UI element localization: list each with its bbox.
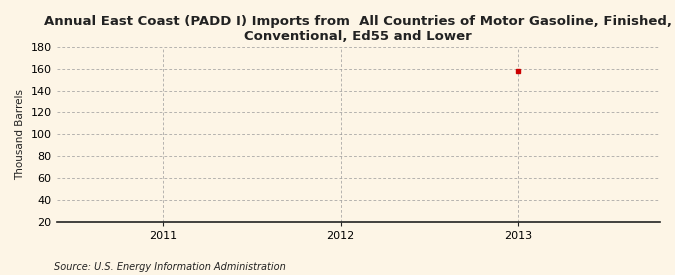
Title: Annual East Coast (PADD I) Imports from  All Countries of Motor Gasoline, Finish: Annual East Coast (PADD I) Imports from …: [45, 15, 672, 43]
Y-axis label: Thousand Barrels: Thousand Barrels: [15, 89, 25, 180]
Text: Source: U.S. Energy Information Administration: Source: U.S. Energy Information Administ…: [54, 262, 286, 272]
